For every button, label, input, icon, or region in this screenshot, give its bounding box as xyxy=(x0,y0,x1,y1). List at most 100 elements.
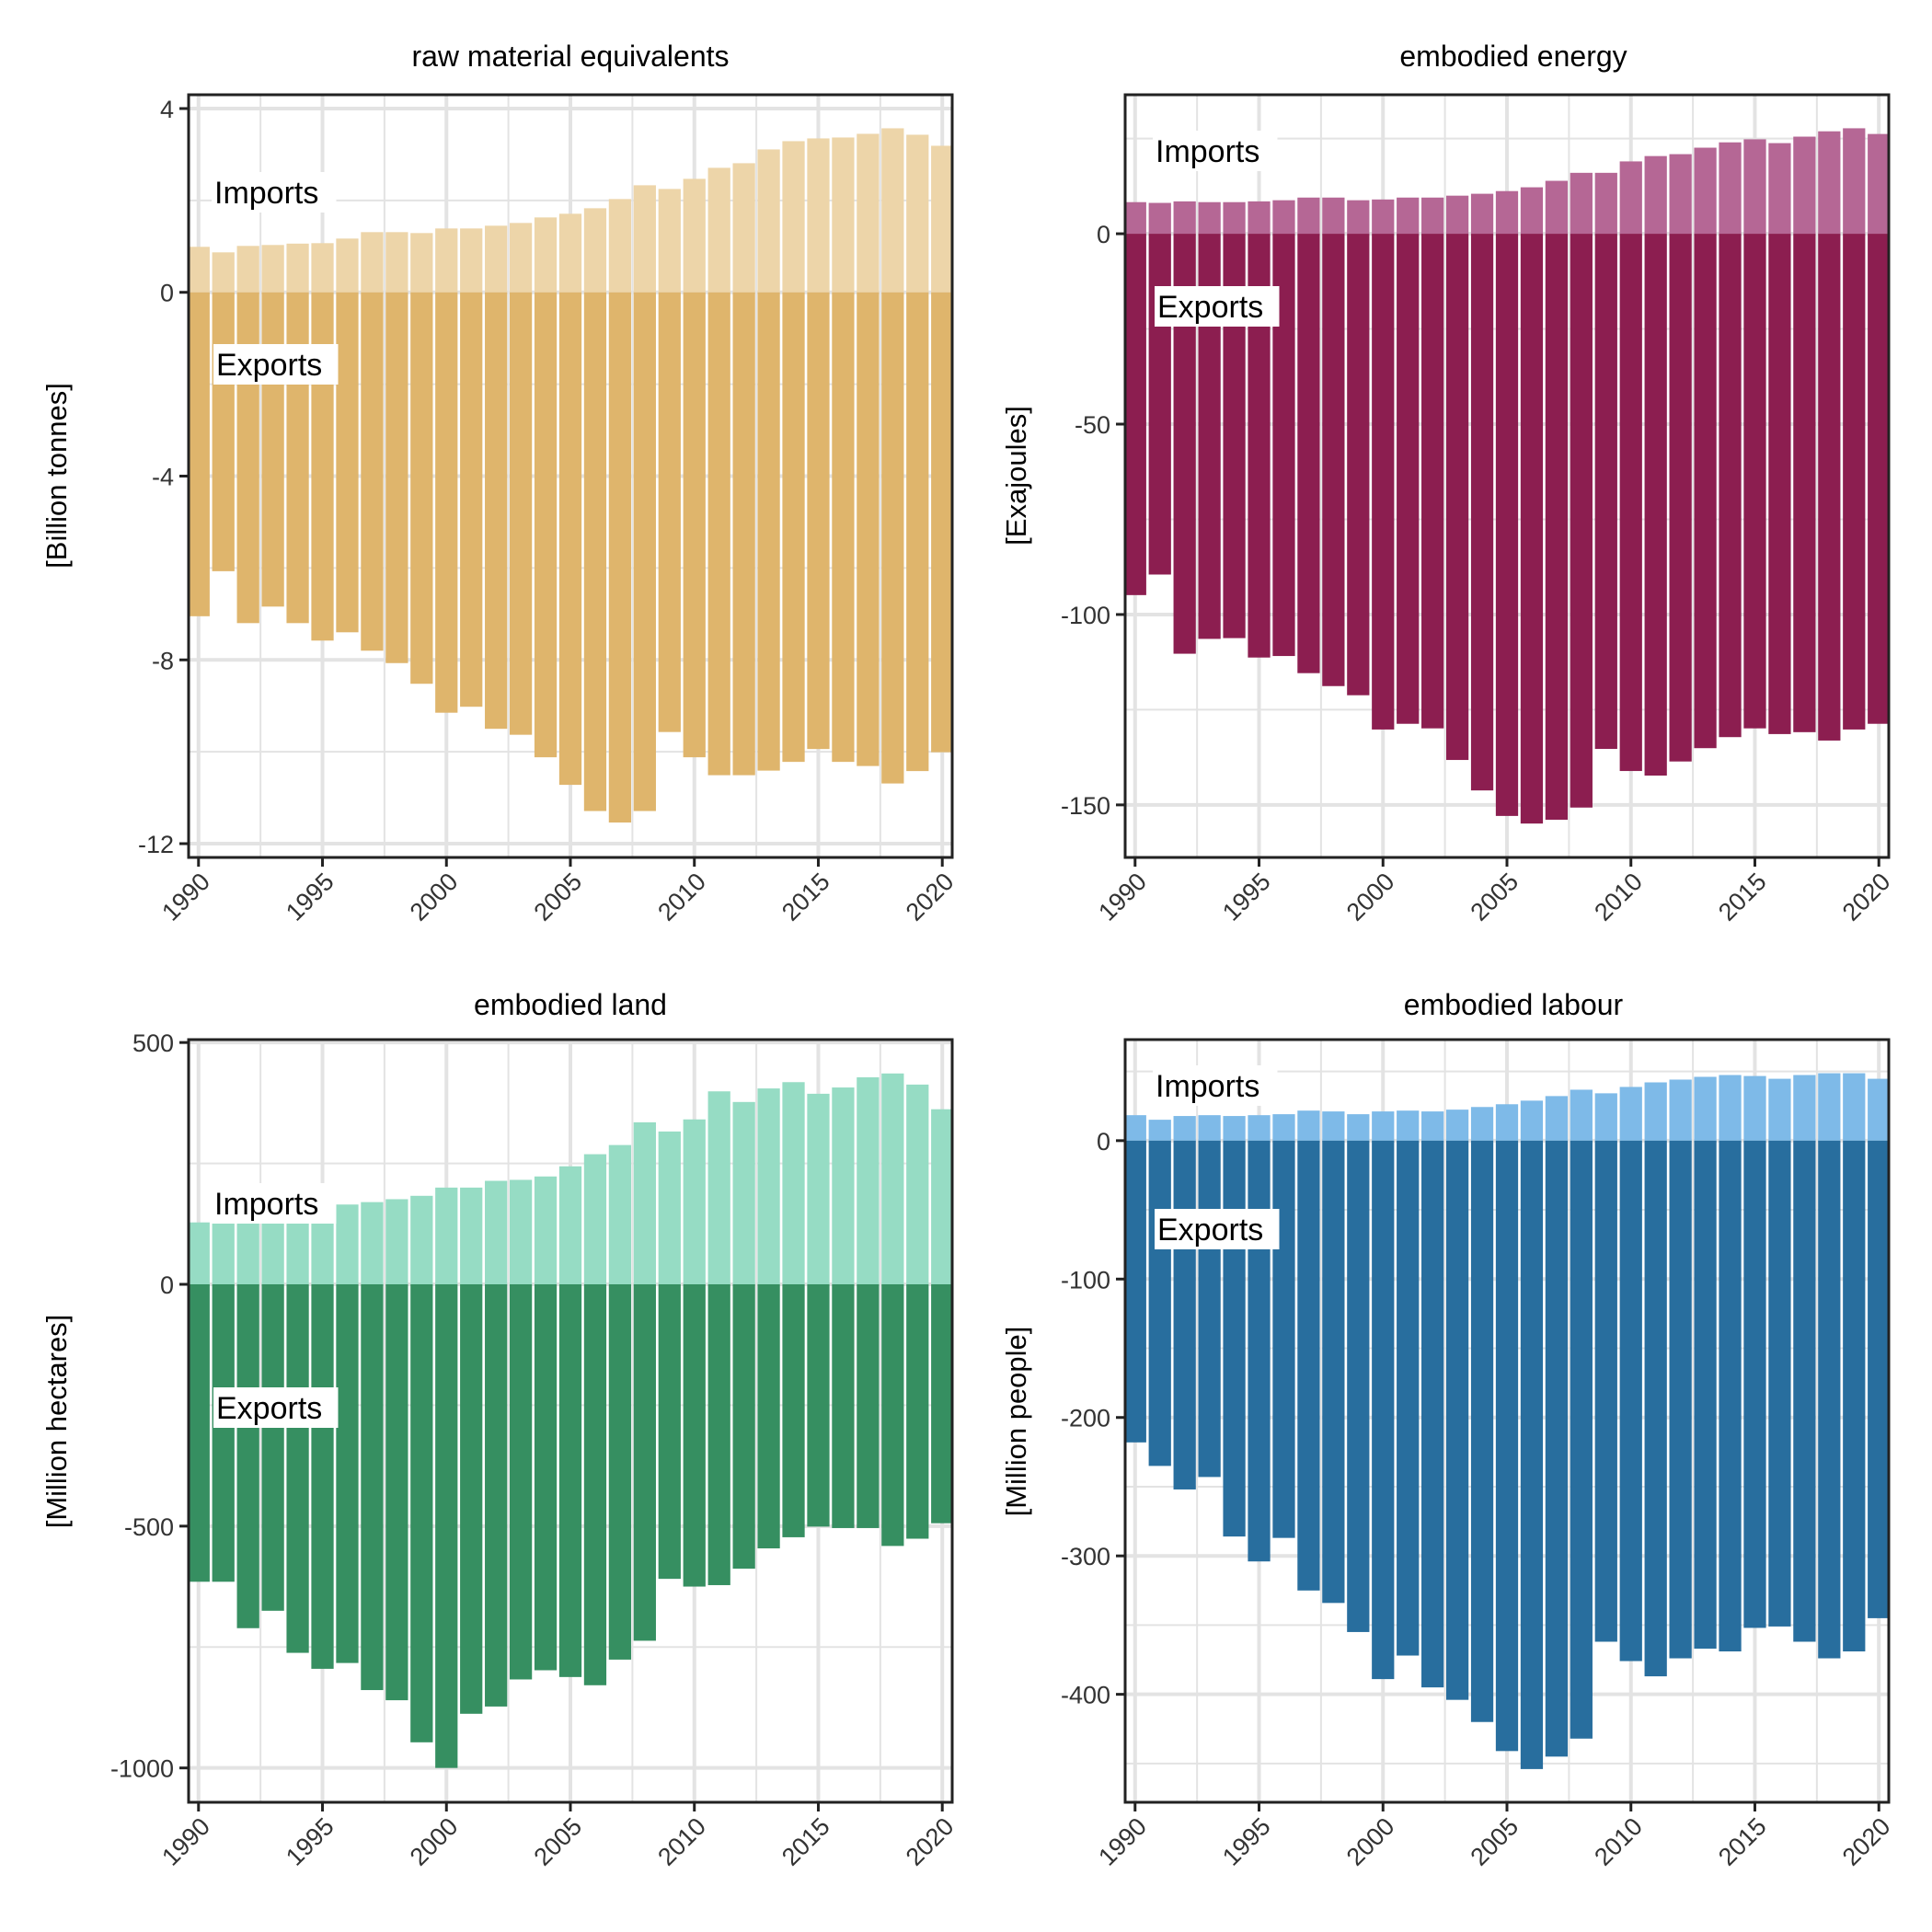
import-bar-1996 xyxy=(336,238,359,293)
export-bar-2016 xyxy=(1768,1140,1791,1627)
import-bar-2001 xyxy=(1397,197,1420,235)
import-bar-1995 xyxy=(1248,201,1271,235)
export-bar-2014 xyxy=(1719,1140,1742,1652)
import-bar-2015 xyxy=(807,138,830,293)
import-bar-2019 xyxy=(906,1084,929,1284)
export-bar-2012 xyxy=(1669,234,1692,762)
export-bar-2014 xyxy=(1719,234,1742,738)
import-bar-2014 xyxy=(782,141,805,293)
x-tick-label: 2000 xyxy=(405,868,464,926)
export-bar-2016 xyxy=(832,1283,855,1528)
import-bar-2010 xyxy=(1619,161,1642,235)
import-bar-2020 xyxy=(931,145,954,293)
x-tick-label: 2020 xyxy=(901,1812,960,1871)
imports-annotation: Imports xyxy=(1156,1069,1259,1104)
export-bar-2000 xyxy=(1372,1140,1395,1680)
import-bar-2011 xyxy=(1644,1082,1667,1141)
y-axis-label: [Exajoules] xyxy=(1000,406,1032,546)
export-bar-2008 xyxy=(1570,1140,1593,1739)
export-bar-2019 xyxy=(906,1283,929,1539)
import-bar-2009 xyxy=(1594,1093,1617,1141)
export-bar-2001 xyxy=(1397,234,1420,724)
x-tick-label: 2015 xyxy=(776,1812,835,1871)
import-bar-2000 xyxy=(1372,199,1395,235)
import-bar-2015 xyxy=(807,1093,830,1284)
export-bar-2008 xyxy=(1570,234,1593,808)
import-bar-1994 xyxy=(1223,1116,1246,1141)
imports-annotation: Imports xyxy=(214,1187,318,1222)
x-tick-label: 1990 xyxy=(1093,868,1152,926)
import-bar-1995 xyxy=(311,243,334,293)
export-bar-2013 xyxy=(1694,234,1717,749)
y-tick-label: -150 xyxy=(1061,792,1110,820)
exports-annotation: Exports xyxy=(216,1391,322,1426)
export-bar-2011 xyxy=(707,1283,730,1585)
y-tick-label: -200 xyxy=(1061,1405,1110,1432)
import-bar-2012 xyxy=(732,1101,755,1284)
x-tick-label: 2015 xyxy=(1713,1812,1772,1871)
import-bar-2012 xyxy=(732,163,755,293)
export-bar-1995 xyxy=(311,1283,334,1669)
export-bar-2004 xyxy=(534,1283,558,1671)
import-bar-1991 xyxy=(1148,202,1171,235)
import-bar-2019 xyxy=(1843,128,1866,235)
bars-group xyxy=(187,1073,954,1768)
export-bar-2006 xyxy=(1520,1140,1544,1769)
annotation-background xyxy=(212,1183,337,1224)
export-bar-1992 xyxy=(236,1283,259,1628)
import-bar-2013 xyxy=(757,149,780,293)
export-bar-2002 xyxy=(485,292,508,730)
import-bar-2004 xyxy=(1470,193,1494,235)
export-bar-1994 xyxy=(286,292,309,624)
import-bar-2010 xyxy=(683,178,706,293)
export-bar-2006 xyxy=(1520,234,1544,824)
y-tick-label: -100 xyxy=(1061,602,1110,629)
export-bar-2016 xyxy=(1768,234,1791,734)
x-tick-label: 2005 xyxy=(529,1812,588,1871)
import-bar-2000 xyxy=(1372,1111,1395,1141)
import-bar-2018 xyxy=(881,1073,904,1284)
export-bar-2009 xyxy=(658,1283,681,1580)
import-bar-2010 xyxy=(683,1119,706,1284)
export-bar-2019 xyxy=(906,292,929,772)
import-bar-1991 xyxy=(1148,1120,1171,1141)
import-bar-1994 xyxy=(286,243,309,293)
import-bar-2017 xyxy=(1793,1075,1816,1141)
export-bar-2011 xyxy=(707,292,730,776)
panel-title: embodied land xyxy=(474,988,667,1021)
export-bar-2006 xyxy=(583,292,607,811)
import-bar-2014 xyxy=(782,1082,805,1284)
export-bar-2002 xyxy=(485,1283,508,1707)
export-bar-1996 xyxy=(336,1283,359,1663)
export-bar-1998 xyxy=(385,1283,408,1701)
export-bar-1999 xyxy=(410,292,433,684)
import-bar-2019 xyxy=(1843,1073,1866,1141)
x-tick-label: 2010 xyxy=(1589,1812,1648,1871)
export-bar-1997 xyxy=(361,292,384,651)
import-bar-2012 xyxy=(1669,154,1692,235)
import-bar-1997 xyxy=(361,232,384,293)
export-bar-2019 xyxy=(1843,234,1866,730)
import-bar-1999 xyxy=(410,1195,433,1284)
x-tick-label: 2000 xyxy=(1341,868,1400,926)
import-bar-2019 xyxy=(906,134,929,293)
export-bar-1999 xyxy=(410,1283,433,1742)
import-bar-2002 xyxy=(1421,197,1444,235)
export-bar-1996 xyxy=(336,292,359,633)
import-bar-2004 xyxy=(534,217,558,293)
export-bar-2015 xyxy=(807,1283,830,1527)
export-bar-2004 xyxy=(1470,1140,1494,1722)
x-tick-label: 2020 xyxy=(1837,868,1896,926)
import-bar-2020 xyxy=(1868,133,1891,235)
import-bar-2011 xyxy=(707,1091,730,1284)
export-bar-2009 xyxy=(1594,234,1617,750)
x-tick-label: 2000 xyxy=(1341,1812,1400,1871)
import-bar-1999 xyxy=(1347,200,1370,235)
export-bar-1997 xyxy=(1297,234,1320,673)
import-bar-2004 xyxy=(534,1176,558,1284)
import-bar-1992 xyxy=(236,246,259,293)
export-bar-2002 xyxy=(1421,1140,1444,1688)
y-tick-label: -50 xyxy=(1075,411,1110,439)
import-bar-2011 xyxy=(707,167,730,293)
export-bar-2003 xyxy=(509,292,533,735)
